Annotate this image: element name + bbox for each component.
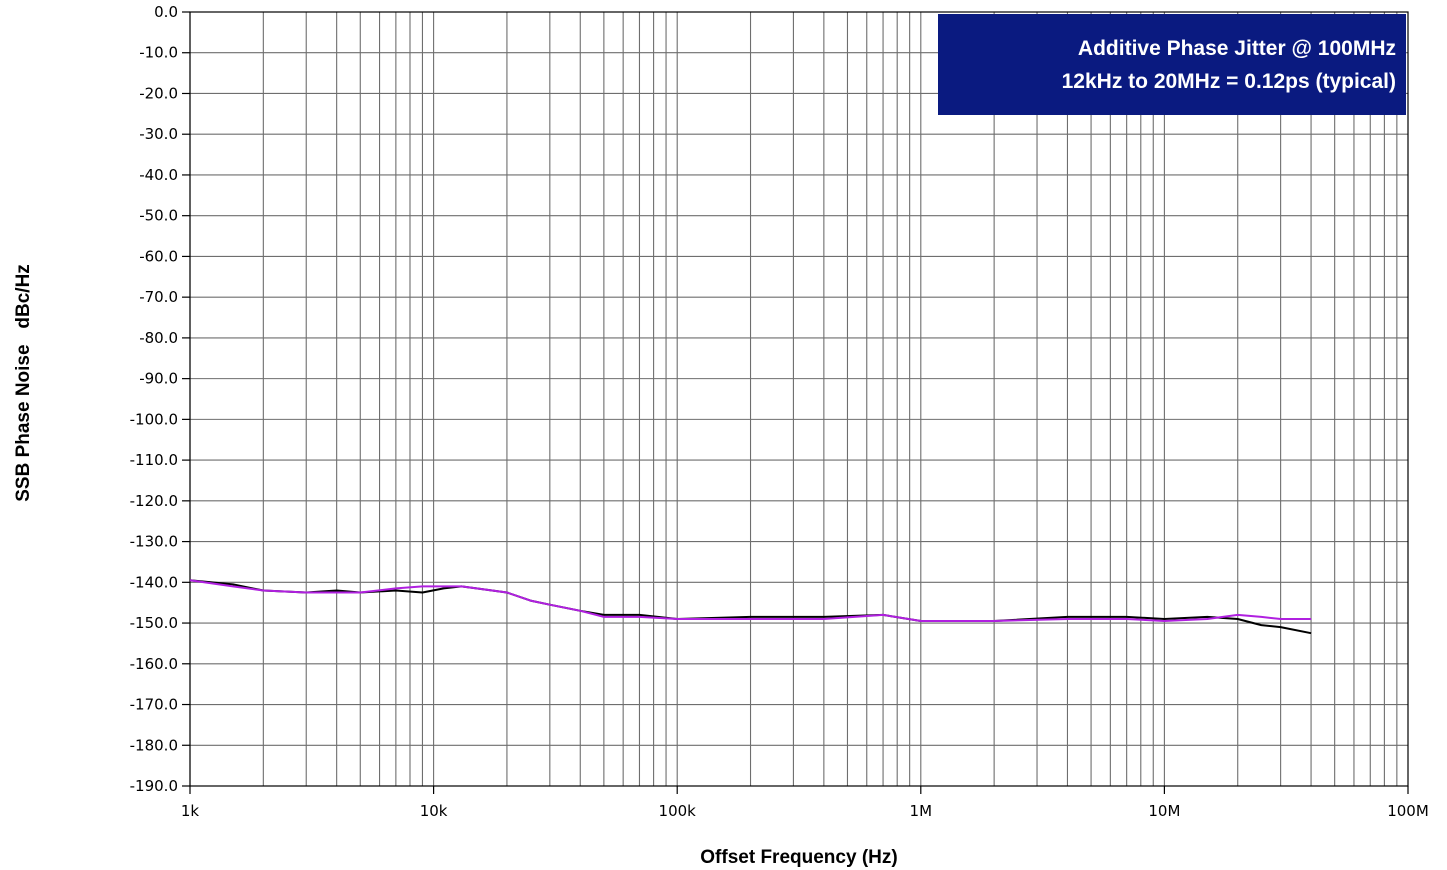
x-tick-label: 100k <box>659 802 697 820</box>
x-tick-label: 100M <box>1387 802 1429 820</box>
y-tick-label: -80.0 <box>139 329 178 347</box>
series-group <box>189 579 1312 635</box>
y-tick-label: -100.0 <box>130 410 178 428</box>
series-line-2 <box>189 579 1312 622</box>
y-tick-label: -50.0 <box>139 207 178 225</box>
annotation-box <box>938 14 1406 115</box>
y-tick-label: -20.0 <box>139 84 178 102</box>
y-tick-label: -10.0 <box>139 44 178 62</box>
y-axis-title: SSB Phase Noise dBc/Hz <box>13 264 34 502</box>
annotation-line-1: Additive Phase Jitter @ 100MHz <box>1078 37 1396 60</box>
annotation-line-2: 12kHz to 20MHz = 0.12ps (typical) <box>1062 70 1396 93</box>
y-tick-label: -150.0 <box>130 614 178 632</box>
y-tick-label: -120.0 <box>130 492 178 510</box>
x-tick-label: 10M <box>1148 802 1180 820</box>
x-tick-label: 10k <box>420 802 448 820</box>
x-tick-label: 1M <box>910 802 933 820</box>
y-tick-label: -110.0 <box>130 451 178 469</box>
jitter-annotation: Additive Phase Jitter @ 100MHz 12kHz to … <box>938 14 1406 115</box>
y-tick-label: -40.0 <box>139 166 178 184</box>
plot-frame <box>189 11 1409 787</box>
y-tick-label: -60.0 <box>139 247 178 265</box>
y-tick-label: -190.0 <box>130 777 178 795</box>
x-tick-label: 1k <box>181 802 200 820</box>
grid <box>189 11 1408 787</box>
y-tick-label: -170.0 <box>130 696 178 714</box>
y-tick-label: -160.0 <box>130 655 178 673</box>
y-tick-label: -70.0 <box>139 288 178 306</box>
x-axis-title: Offset Frequency (Hz) <box>700 847 897 868</box>
y-tick-label: -130.0 <box>130 533 178 551</box>
y-tick-label: -90.0 <box>139 370 178 388</box>
y-tick-label: -180.0 <box>130 736 178 754</box>
y-axis: 0.0 -10.0 -20.0 -30.0 -40.0 -50.0 -60.0 -70.0 -8… <box>130 3 190 795</box>
y-tick-label: -30.0 <box>139 125 178 143</box>
y-tick-label: 0.0 <box>154 3 178 21</box>
x-axis: 1k 10k 100k 1M 10M 100M <box>181 786 1429 820</box>
y-tick-label: -140.0 <box>130 573 178 591</box>
